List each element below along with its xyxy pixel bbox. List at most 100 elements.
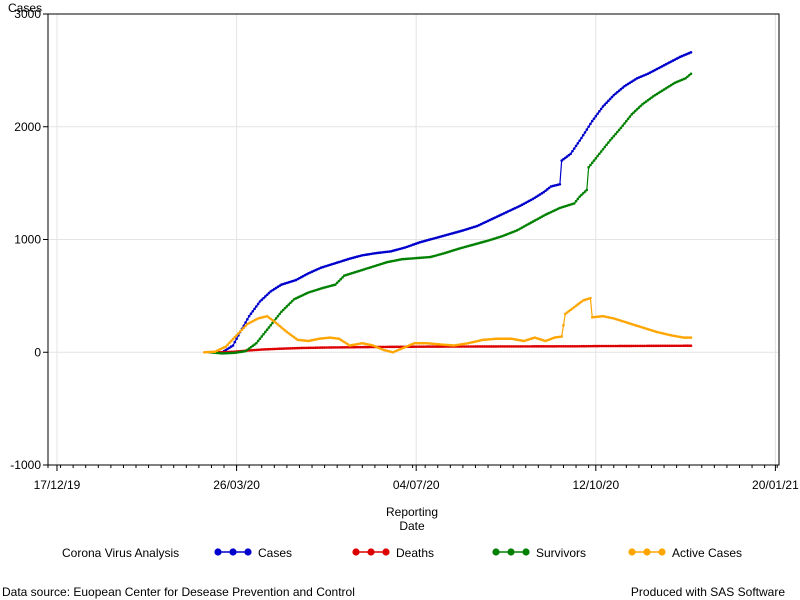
data-point (625, 344, 628, 348)
data-point (533, 345, 537, 348)
x-tick-label: 12/10/20 (572, 478, 619, 492)
data-point (246, 348, 249, 352)
data-point (416, 341, 420, 345)
data-point (508, 345, 511, 348)
data-point (244, 349, 247, 353)
data-point (524, 345, 528, 348)
data-point (587, 125, 590, 129)
data-point (581, 133, 585, 137)
data-point (567, 153, 571, 157)
data-point (475, 345, 479, 348)
legend-marker (229, 548, 237, 556)
legend-marker (382, 548, 390, 556)
data-point (587, 166, 590, 169)
data-point (290, 334, 294, 338)
x-tick-label: 20/01/21 (752, 478, 799, 492)
data-point (551, 345, 554, 348)
data-point (265, 328, 269, 332)
data-point (287, 303, 290, 306)
x-axis-title-line-1: Reporting (386, 505, 438, 519)
data-point (414, 341, 418, 345)
data-point (641, 344, 644, 348)
data-point (617, 128, 621, 132)
data-point (260, 335, 264, 338)
data-point (362, 345, 366, 349)
y-tick-label: 1000 (14, 233, 41, 247)
data-point (335, 346, 339, 349)
legend-marker (352, 548, 360, 556)
data-point (418, 345, 422, 348)
data-point (334, 283, 337, 286)
data-point (560, 335, 563, 338)
data-point (603, 103, 607, 106)
data-point (675, 344, 678, 348)
data-point (608, 97, 612, 101)
data-point (563, 156, 567, 160)
data-point (384, 345, 387, 349)
data-point (589, 344, 592, 348)
data-point (592, 117, 596, 120)
data-point (546, 188, 549, 191)
data-point (574, 199, 578, 203)
data-point (571, 344, 574, 348)
data-point (506, 345, 510, 348)
data-point (558, 182, 562, 186)
x-tick-label: 04/07/20 (393, 478, 440, 492)
data-point (366, 345, 370, 349)
data-point (572, 147, 576, 150)
legend-item-cases: Cases (214, 546, 292, 560)
data-point (671, 344, 675, 348)
data-point (542, 345, 546, 348)
data-point (563, 345, 567, 348)
y-axis: -1000 0 1000 2000 3000 (10, 7, 48, 472)
data-point (562, 345, 565, 348)
data-point (616, 344, 619, 348)
data-point (249, 312, 253, 316)
data-point (332, 346, 335, 349)
data-point (380, 345, 384, 349)
y-tick-label: 3000 (14, 7, 41, 21)
data-point (276, 314, 280, 318)
data-point (235, 337, 238, 341)
data-point (265, 293, 269, 297)
data-point (274, 317, 278, 320)
data-point (623, 122, 626, 125)
data-point (614, 92, 617, 95)
data-point (251, 309, 255, 313)
data-point (418, 341, 422, 345)
data-point (669, 344, 673, 348)
data-point (599, 150, 603, 153)
data-point (226, 343, 229, 347)
data-point (368, 345, 371, 349)
data-point (607, 344, 610, 348)
data-point (262, 296, 265, 300)
data-point (653, 344, 657, 348)
data-point (621, 344, 625, 348)
data-point (339, 277, 343, 281)
data-point (646, 344, 650, 348)
data-point (260, 298, 264, 302)
data-point (253, 343, 256, 346)
legend: Corona Virus Analysis Cases Deaths Survivo… (62, 546, 742, 560)
data-point (607, 99, 610, 103)
data-point (506, 337, 510, 341)
data-point (574, 144, 578, 148)
data-point (470, 345, 474, 348)
data-point (334, 346, 337, 349)
data-point (657, 344, 660, 348)
data-point (634, 344, 637, 348)
x-axis-title-line-2: Date (399, 519, 425, 533)
data-point (553, 345, 556, 348)
data-point (594, 344, 598, 348)
data-point (441, 345, 445, 348)
legend-item-survivors: Survivors (492, 546, 586, 560)
data-point (668, 344, 671, 348)
data-point (565, 311, 569, 314)
data-point (644, 100, 648, 103)
data-point (431, 345, 434, 348)
data-point (258, 337, 262, 341)
data-point (285, 305, 289, 308)
data-point (391, 345, 395, 349)
data-point (255, 305, 258, 308)
data-point (468, 345, 472, 348)
